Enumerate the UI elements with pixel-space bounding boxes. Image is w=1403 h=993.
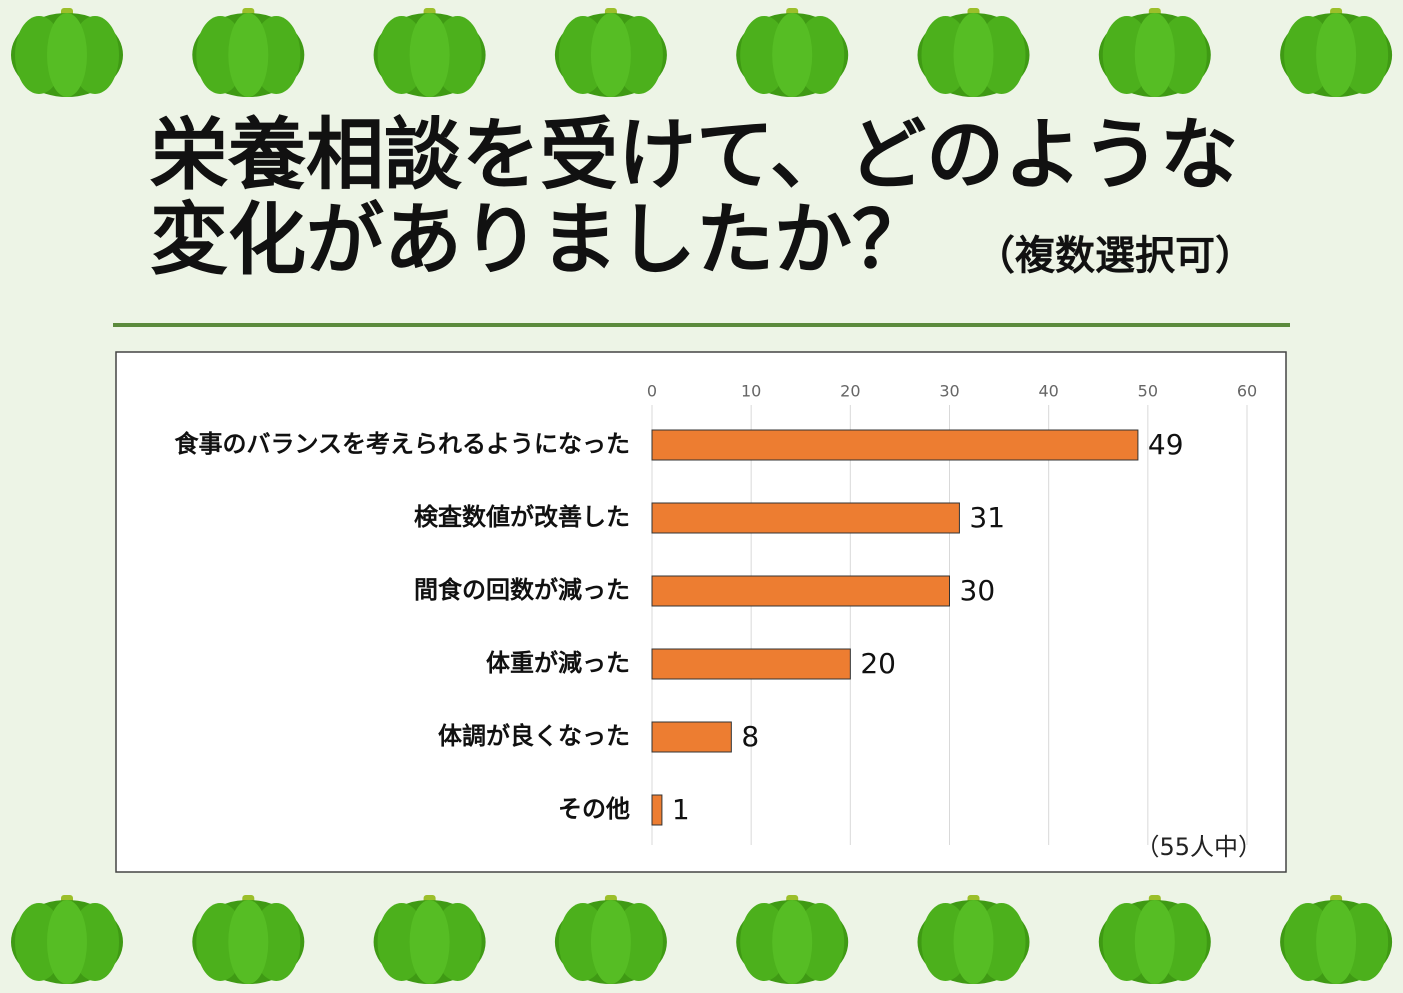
- pumpkin: [917, 895, 1030, 984]
- pumpkin-lobe: [953, 13, 994, 97]
- decorations: [11, 8, 1393, 984]
- pumpkin: [11, 895, 123, 984]
- x-tick-label: 40: [1038, 382, 1058, 401]
- value-label: 20: [860, 647, 896, 680]
- pumpkin: [11, 8, 123, 97]
- pumpkin-lobe: [590, 13, 631, 97]
- y-tick-label: 体調が良くなった: [438, 722, 630, 750]
- y-tick-label: 検査数値が改善した: [414, 503, 630, 531]
- value-label: 8: [741, 720, 759, 753]
- pumpkin-lobe: [228, 13, 269, 97]
- bar: [651, 648, 851, 680]
- pumpkin-lobe: [1134, 900, 1175, 984]
- pumpkin-lobe: [228, 900, 269, 984]
- y-tick-label: 食事のバランスを考えられるようになった: [174, 430, 630, 458]
- x-tick-label: 0: [647, 382, 657, 401]
- pumpkin-lobe: [1134, 13, 1175, 97]
- pumpkin-lobe: [1316, 13, 1357, 97]
- value-label: 49: [1148, 428, 1184, 461]
- pumpkin: [373, 895, 486, 984]
- pumpkin-lobe: [409, 13, 450, 97]
- pumpkin: [1280, 8, 1393, 97]
- y-tick-label: その他: [558, 795, 630, 823]
- pumpkin: [1098, 8, 1211, 97]
- value-label: 31: [969, 501, 1005, 534]
- x-tick-label: 10: [741, 382, 761, 401]
- y-tick-label: 間食の回数が減った: [414, 576, 630, 604]
- chart-title: 変化がありましたか？: [150, 195, 930, 285]
- x-tick-label: 60: [1237, 382, 1257, 401]
- pumpkin: [1280, 895, 1393, 984]
- pumpkin: [917, 8, 1030, 97]
- pumpkin: [554, 895, 667, 984]
- pumpkin-lobe: [1316, 900, 1357, 984]
- bar: [651, 794, 663, 826]
- pumpkin: [736, 8, 849, 97]
- pumpkin: [192, 8, 305, 97]
- pumpkin-lobe: [47, 13, 87, 97]
- chart-subtitle: （複数選択可）: [975, 233, 1255, 279]
- x-tick-label: 30: [939, 382, 959, 401]
- bar: [651, 502, 960, 534]
- pumpkin-lobe: [590, 900, 631, 984]
- bar: [651, 429, 1139, 461]
- bar: [651, 721, 732, 753]
- x-tick-label: 20: [840, 382, 860, 401]
- pumpkin-lobe: [409, 900, 450, 984]
- plot: 0 10 20 30 40 50 60 食事のバランスを考えられるようになった 49 検査数値が改…: [174, 382, 1257, 845]
- bar: [651, 575, 950, 607]
- chart-title: 栄養相談を受けて、どのような: [150, 110, 1238, 200]
- pumpkin: [373, 8, 486, 97]
- pumpkin: [1098, 895, 1211, 984]
- pumpkin: [554, 8, 667, 97]
- pumpkin-lobe: [953, 900, 994, 984]
- value-label: 1: [672, 793, 690, 826]
- note: （55人中）: [1135, 833, 1262, 861]
- value-label: 30: [960, 574, 996, 607]
- y-tick-label: 体重が減った: [486, 649, 630, 677]
- pumpkin-lobe: [772, 13, 813, 97]
- pumpkin: [736, 895, 849, 984]
- pumpkin-lobe: [772, 900, 813, 984]
- pumpkin-lobe: [47, 900, 87, 984]
- x-tick-label: 50: [1138, 382, 1158, 401]
- pumpkin: [192, 895, 305, 984]
